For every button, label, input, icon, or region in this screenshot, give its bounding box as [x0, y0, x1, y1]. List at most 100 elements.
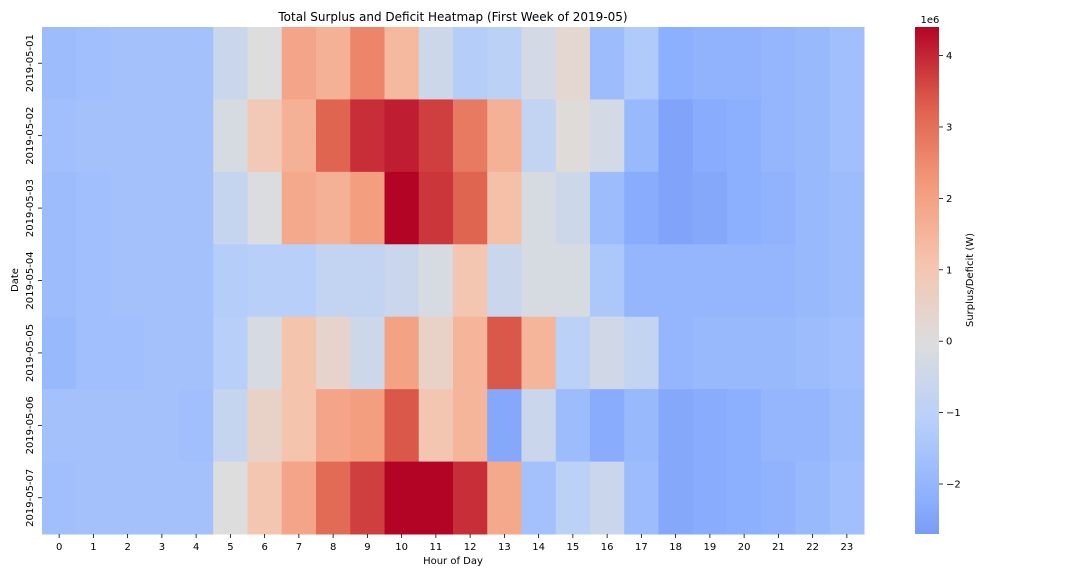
heatmap-cell [144, 316, 180, 390]
heatmap-cell [76, 27, 111, 100]
colorbar-gradient [915, 27, 939, 534]
heatmap-cell [247, 27, 283, 100]
heatmap-cell [692, 244, 728, 318]
heatmap-cell [727, 27, 762, 100]
heatmap-cell [590, 99, 625, 173]
heatmap-cell [555, 244, 591, 318]
x-tick-label: 5 [227, 542, 233, 553]
heatmap-cell [213, 171, 248, 245]
heatmap-cell [453, 171, 488, 245]
x-tick-label: 18 [669, 542, 682, 553]
heatmap-cell [213, 316, 248, 390]
heatmap-cell [42, 244, 77, 318]
colorbar-tick-label: −2 [946, 480, 961, 491]
heatmap-cell [247, 99, 283, 173]
heatmap-cell [213, 27, 248, 100]
heatmap-cell [42, 27, 77, 100]
colorbar-tick-label: 4 [946, 51, 952, 62]
heatmap-cell [795, 99, 831, 173]
heatmap-cell [727, 171, 762, 245]
heatmap-cell [281, 27, 317, 100]
heatmap-cell [418, 99, 454, 173]
heatmap-cell [179, 99, 214, 173]
heatmap-cell [829, 99, 865, 173]
heatmap-cell [624, 27, 659, 100]
heatmap-cell [42, 461, 77, 535]
heatmap-cell [692, 389, 728, 463]
heatmap-cell [350, 171, 385, 245]
heatmap-cell [555, 316, 591, 390]
heatmap-cell [384, 316, 420, 390]
heatmap-cell [555, 171, 591, 245]
x-tick-label: 22 [806, 542, 819, 553]
heatmap-cell [829, 461, 865, 535]
x-tick-label: 0 [56, 542, 62, 553]
heatmap-cell [658, 27, 694, 100]
x-tick-label: 1 [90, 542, 96, 553]
heatmap-cell [418, 27, 454, 100]
heatmap-cell [829, 171, 865, 245]
heatmap-cell [213, 389, 248, 463]
heatmap-cell [316, 99, 351, 173]
heatmap-cell [761, 27, 796, 100]
y-axis-label: Date [10, 268, 21, 292]
colorbar-tick-label: 2 [946, 194, 952, 205]
heatmap-cell [316, 171, 351, 245]
heatmap-cell [384, 244, 420, 318]
x-tick-label: 16 [601, 542, 614, 553]
heatmap-cell [110, 99, 146, 173]
heatmap-cell [76, 389, 111, 463]
heatmap-cell [795, 461, 831, 535]
heatmap-cell [42, 99, 77, 173]
heatmap-cell [179, 244, 214, 318]
heatmap-cell [453, 244, 488, 318]
x-tick-label: 14 [532, 542, 545, 553]
heatmap-cell [692, 171, 728, 245]
heatmap-cell [110, 316, 146, 390]
x-tick-label: 7 [296, 542, 302, 553]
x-tick-label: 10 [395, 542, 408, 553]
heatmap-cell [521, 171, 557, 245]
heatmap-cell [144, 99, 180, 173]
heatmap-cell [795, 316, 831, 390]
heatmap-cell [727, 389, 762, 463]
y-tick-label: 2019-05-07 [25, 469, 36, 527]
heatmap-cell [624, 171, 659, 245]
heatmap-cell [555, 99, 591, 173]
heatmap-cell [692, 316, 728, 390]
heatmap-cell [247, 316, 283, 390]
heatmap-cell [692, 461, 728, 535]
heatmap-cell [350, 27, 385, 100]
heatmap-cell [213, 461, 248, 535]
x-tick-label: 23 [841, 542, 854, 553]
heatmap-cell [624, 389, 659, 463]
heatmap-cell [281, 316, 317, 390]
heatmap-cell [555, 389, 591, 463]
heatmap-cell [144, 171, 180, 245]
heatmap-cell [658, 316, 694, 390]
x-tick-label: 4 [193, 542, 199, 553]
heatmap-cell [692, 27, 728, 100]
x-tick-label: 17 [635, 542, 648, 553]
x-tick-label: 15 [567, 542, 580, 553]
heatmap-cell [624, 316, 659, 390]
heatmap-cell [624, 244, 659, 318]
colorbar: −2 −1 0 1 2 3 4 [915, 27, 961, 534]
heatmap-cell [42, 316, 77, 390]
colorbar-label: Surplus/Deficit (W) [965, 233, 976, 327]
heatmap-cell [247, 244, 283, 318]
heatmap-cell [384, 27, 420, 100]
heatmap-cell [76, 171, 111, 245]
heatmap-cell [350, 461, 385, 535]
heatmap-cell [144, 27, 180, 100]
heatmap-cell [281, 99, 317, 173]
heatmap-cell [727, 316, 762, 390]
heatmap-cell [795, 389, 831, 463]
heatmap-cell [350, 244, 385, 318]
heatmap-cell [795, 244, 831, 318]
colorbar-tick-label: 0 [946, 337, 952, 348]
heatmap-cell [144, 461, 180, 535]
x-tick-label: 13 [498, 542, 511, 553]
y-tick-label: 2019-05-04 [25, 251, 36, 309]
